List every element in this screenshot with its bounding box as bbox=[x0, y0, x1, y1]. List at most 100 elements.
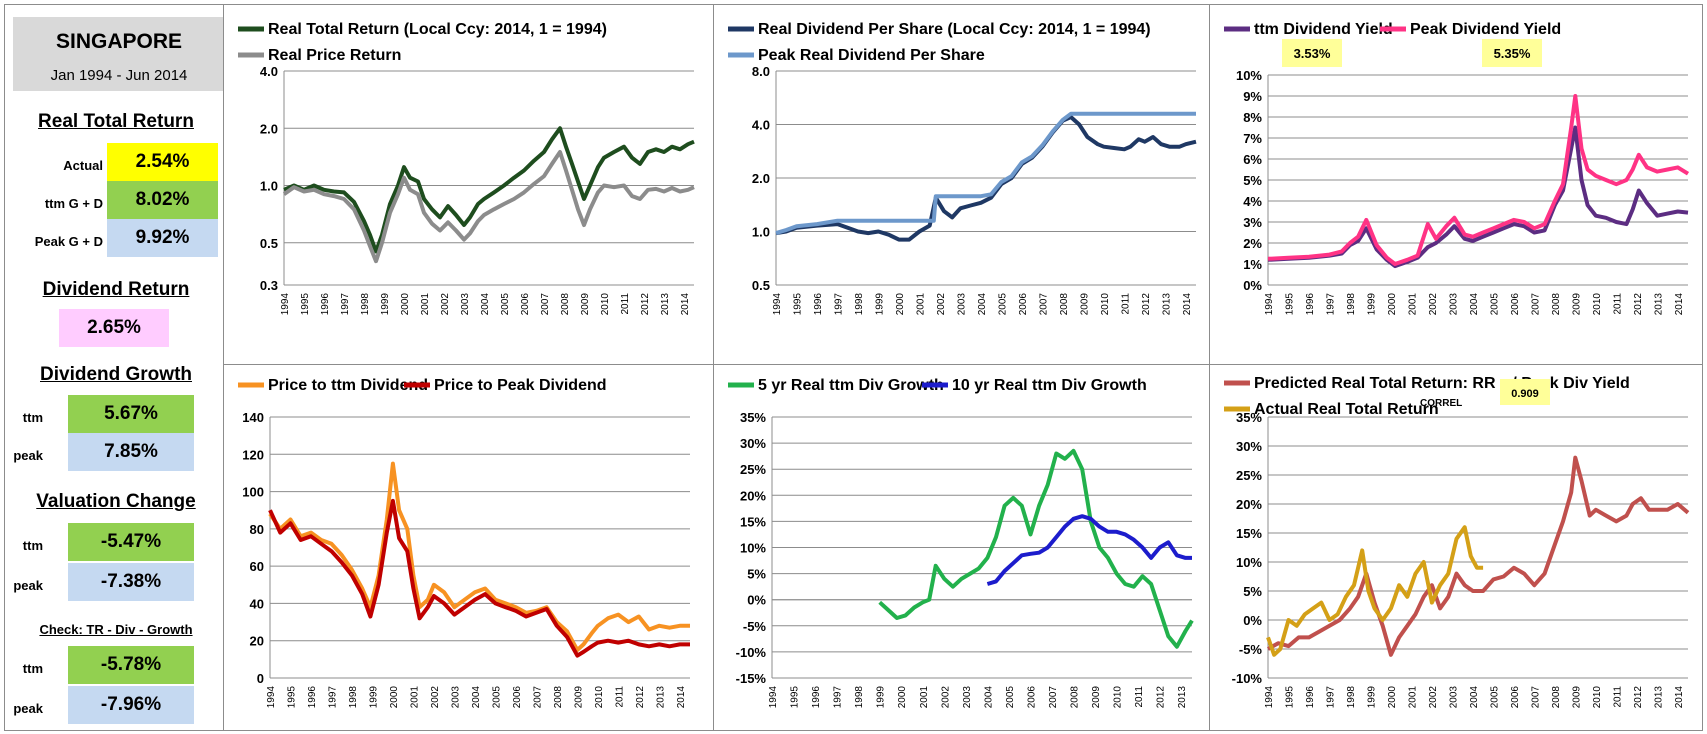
x-tick-label: 1997 bbox=[833, 686, 844, 709]
x-tick-label: 1996 bbox=[811, 686, 822, 709]
y-tick-label: 2% bbox=[1243, 236, 1262, 251]
x-tick-label: 2003 bbox=[450, 686, 461, 709]
y-tick-label: 6% bbox=[1243, 152, 1262, 167]
check-ttm-value: -5.78% bbox=[68, 646, 194, 684]
y-tick-label: 0.5 bbox=[752, 278, 770, 293]
chart-dividend-growth: -15% -10% -5% 0% 5% 10% 15% 20% 25% 30% 35% 1994 199… bbox=[728, 377, 1194, 709]
x-tick-label: 1995 bbox=[1284, 293, 1295, 316]
y-tick-label: 100 bbox=[242, 485, 264, 500]
x-tick-label: 2011 bbox=[1134, 686, 1145, 708]
x-tick-label: 2008 bbox=[1070, 686, 1081, 709]
x-tick-label: 2010 bbox=[1113, 686, 1124, 709]
x-tick-label: 2014 bbox=[676, 686, 687, 709]
x-tick-label: 2001 bbox=[915, 293, 926, 316]
check-ttm-label: ttm bbox=[22, 661, 43, 676]
legend-label: Predicted Real Total Return: RR w/ Peak … bbox=[1254, 375, 1630, 392]
series-line-1 bbox=[268, 461, 690, 652]
y-tick-label: 35% bbox=[740, 410, 766, 425]
x-tick-label: 2011 bbox=[1612, 686, 1623, 708]
x-tick-label: 2007 bbox=[1530, 293, 1541, 316]
x-tick-label: 2009 bbox=[1079, 293, 1090, 316]
check-peak-value: -7.96% bbox=[68, 686, 194, 724]
series-line-2 bbox=[775, 111, 1196, 236]
y-tick-label: 4.0 bbox=[260, 64, 278, 79]
x-tick-label: 1997 bbox=[1325, 293, 1336, 316]
x-tick-label: 1994 bbox=[266, 686, 277, 709]
y-tick-label: 5% bbox=[747, 567, 766, 582]
dg-peak-value: 7.85% bbox=[68, 433, 194, 471]
x-tick-label: 2011 bbox=[614, 686, 625, 708]
x-tick-label: 2001 bbox=[420, 293, 431, 316]
y-tick-label: 40 bbox=[250, 596, 264, 611]
y-tick-label: 140 bbox=[242, 410, 264, 425]
x-tick-label: 2000 bbox=[1387, 293, 1398, 316]
y-tick-label: 5% bbox=[1243, 173, 1262, 188]
actual-value: 2.54% bbox=[107, 143, 218, 181]
x-tick-label: 2012 bbox=[640, 293, 651, 316]
y-tick-label: 10% bbox=[1236, 555, 1262, 570]
y-tick-label: 0 bbox=[257, 671, 264, 686]
x-tick-label: 2012 bbox=[1141, 293, 1152, 316]
y-tick-label: 60 bbox=[250, 559, 264, 574]
x-tick-label: 2001 bbox=[1407, 686, 1418, 709]
x-tick-label: 2000 bbox=[897, 686, 908, 709]
x-tick-label: 1994 bbox=[768, 686, 779, 709]
legend-label: Real Dividend Per Share (Local Ccy: 2014… bbox=[758, 21, 1151, 38]
x-tick-label: 2000 bbox=[1387, 686, 1398, 709]
x-tick-label: 2008 bbox=[553, 686, 564, 709]
x-tick-label: 1996 bbox=[813, 293, 824, 316]
x-tick-label: 2013 bbox=[1653, 686, 1664, 709]
x-tick-label: 2008 bbox=[1059, 293, 1070, 316]
x-tick-label: 2007 bbox=[1038, 293, 1049, 316]
x-tick-label: 2004 bbox=[977, 293, 988, 316]
legend-label: Actual Real Total Return bbox=[1254, 401, 1439, 418]
x-tick-label: 1995 bbox=[790, 686, 801, 709]
x-tick-label: 2010 bbox=[1100, 293, 1111, 316]
y-tick-label: 1% bbox=[1243, 257, 1262, 272]
annotation-box bbox=[1482, 39, 1542, 67]
y-tick-label: 1.0 bbox=[752, 225, 770, 240]
x-tick-label: 2013 bbox=[655, 686, 666, 709]
peak-gd-value: 9.92% bbox=[107, 219, 218, 257]
x-tick-label: 1995 bbox=[300, 293, 311, 316]
y-tick-label: 30% bbox=[1236, 439, 1262, 454]
legend-label: 10 yr Real ttm Div Growth bbox=[952, 377, 1147, 394]
y-tick-label: -10% bbox=[736, 645, 767, 660]
x-tick-label: 2009 bbox=[1571, 293, 1582, 316]
x-tick-label: 2010 bbox=[1592, 293, 1603, 316]
x-tick-label: 2010 bbox=[1592, 686, 1603, 709]
annotation-label: 5.35% bbox=[1494, 46, 1531, 61]
y-tick-label: 3% bbox=[1243, 215, 1262, 230]
x-tick-label: 2000 bbox=[389, 686, 400, 709]
x-tick-label: 2012 bbox=[635, 686, 646, 709]
series-line-2 bbox=[268, 498, 690, 658]
x-tick-label: 1999 bbox=[380, 293, 391, 316]
annotation-label: CORREL bbox=[1420, 398, 1462, 409]
y-tick-label: -10% bbox=[1232, 671, 1263, 686]
ttm-gd-value: 8.02% bbox=[107, 181, 218, 219]
x-tick-label: 2002 bbox=[430, 686, 441, 709]
x-tick-label: 2005 bbox=[491, 686, 502, 709]
annotation-box bbox=[1282, 39, 1342, 67]
vc-peak-value: -7.38% bbox=[68, 563, 194, 601]
x-tick-label: 2002 bbox=[1428, 293, 1439, 316]
x-tick-label: 1997 bbox=[1325, 686, 1336, 709]
period-label: Jan 1994 - Jun 2014 bbox=[50, 67, 188, 84]
x-tick-label: 2002 bbox=[940, 686, 951, 709]
vc-ttm-label: ttm bbox=[22, 538, 43, 553]
x-tick-label: 1994 bbox=[772, 293, 783, 316]
x-tick-label: 2006 bbox=[512, 686, 523, 709]
x-tick-label: 1994 bbox=[1264, 686, 1275, 709]
y-tick-label: 15% bbox=[740, 514, 766, 529]
panel-dividend-yield: 0% 1% 2% 3% 4% 5% 6% 7% 8% 9% 10% 1994 1995 1996 1997 1… bbox=[1209, 4, 1703, 365]
y-tick-label: 20 bbox=[250, 634, 264, 649]
y-tick-label: -15% bbox=[736, 671, 767, 686]
y-tick-label: 0% bbox=[1243, 613, 1262, 628]
y-tick-label: 0% bbox=[1243, 278, 1262, 293]
x-tick-label: 2005 bbox=[1489, 686, 1500, 709]
x-tick-label: 2006 bbox=[1510, 293, 1521, 316]
panel-predicted-return: -10% -5% 0% 5% 10% 15% 20% 25% 30% 35% 1994 1995 199… bbox=[1209, 364, 1703, 731]
dividend-return-value: 2.65% bbox=[59, 309, 169, 347]
annotation-label: 0.909 bbox=[1511, 388, 1539, 400]
x-tick-label: 2007 bbox=[532, 686, 543, 709]
